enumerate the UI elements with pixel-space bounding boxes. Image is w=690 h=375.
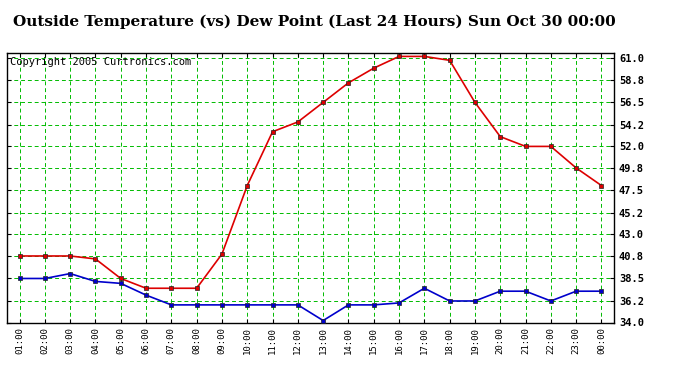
Text: Copyright 2005 Curtronics.com: Copyright 2005 Curtronics.com	[10, 57, 191, 66]
Text: Outside Temperature (vs) Dew Point (Last 24 Hours) Sun Oct 30 00:00: Outside Temperature (vs) Dew Point (Last…	[12, 15, 615, 29]
